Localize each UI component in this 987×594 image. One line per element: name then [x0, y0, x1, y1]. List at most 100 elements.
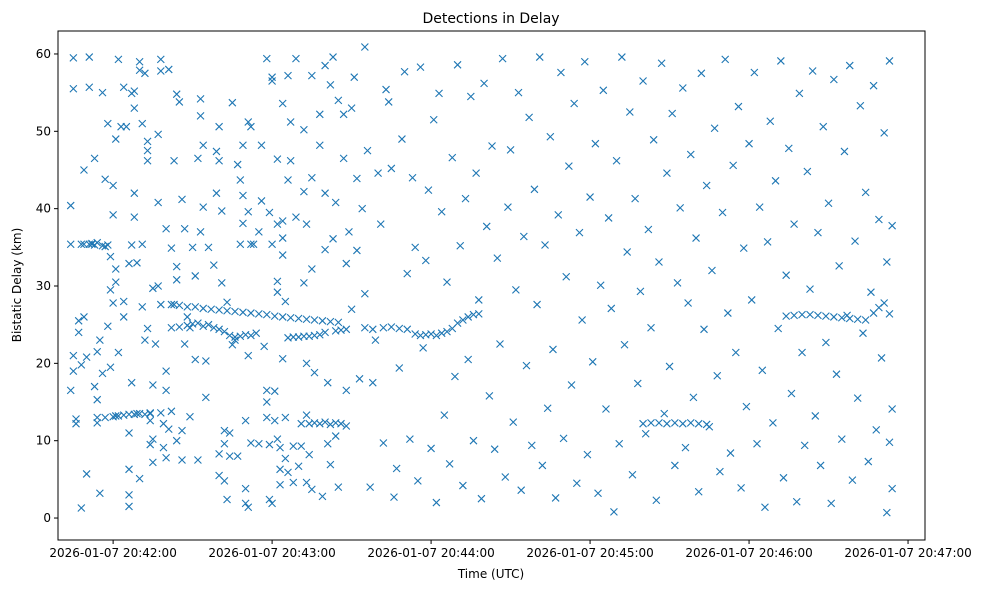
data-point [167, 323, 176, 332]
data-point [761, 503, 769, 512]
data-point [837, 313, 846, 322]
data-point [368, 378, 377, 387]
data-point [453, 319, 462, 328]
data-point [270, 387, 279, 396]
data-point [882, 258, 891, 266]
data-point [392, 464, 401, 473]
data-point [278, 354, 287, 363]
data-point [111, 278, 120, 287]
data-point [845, 314, 854, 323]
data-point [429, 115, 438, 124]
data-point [260, 342, 269, 351]
data-point [443, 278, 451, 287]
data-point [273, 277, 282, 286]
data-point [119, 83, 128, 92]
data-point [848, 476, 857, 485]
data-point [109, 299, 118, 307]
data-point [649, 135, 658, 144]
data-point [133, 409, 141, 418]
data-point [225, 331, 234, 340]
data-point [191, 302, 200, 311]
data-point [273, 155, 282, 164]
data-point [885, 438, 894, 447]
data-point [652, 496, 661, 505]
data-point [464, 355, 473, 364]
data-point [824, 199, 833, 208]
data-point [69, 84, 78, 93]
data-point [358, 204, 367, 213]
data-point [368, 325, 377, 334]
data-point [360, 323, 369, 332]
data-point [686, 150, 695, 159]
data-point [164, 425, 173, 433]
data-point [395, 324, 404, 333]
data-point [575, 228, 584, 237]
data-point [808, 67, 817, 75]
data-point [239, 141, 247, 150]
data-point [300, 125, 308, 134]
data-point [212, 147, 221, 156]
data-point [329, 234, 337, 243]
data-point [670, 419, 679, 427]
data-point [310, 368, 319, 377]
data-point [125, 502, 133, 511]
data-point [321, 328, 329, 337]
data-point [559, 434, 568, 443]
data-point [859, 329, 867, 338]
data-point [360, 289, 369, 298]
data-point [533, 300, 541, 309]
data-point [265, 440, 274, 449]
data-point [776, 57, 785, 65]
data-point [172, 262, 181, 271]
data-point [220, 426, 229, 435]
data-point [156, 300, 165, 309]
data-point [111, 265, 120, 273]
data-point [782, 271, 791, 280]
data-point [421, 256, 430, 265]
data-point [519, 232, 528, 241]
data-point [297, 419, 306, 428]
data-point [289, 478, 298, 487]
data-point [252, 329, 261, 338]
data-point [228, 340, 237, 349]
data-point [432, 498, 441, 507]
data-point [411, 243, 420, 252]
data-point [342, 259, 351, 268]
data-point [284, 176, 292, 184]
data-point [138, 119, 147, 128]
data-point [697, 69, 706, 78]
data-point [215, 306, 223, 314]
data-point [782, 312, 791, 321]
data-point [366, 483, 375, 491]
data-point [135, 474, 144, 483]
data-point [154, 282, 163, 290]
data-point [363, 146, 372, 155]
data-point [644, 225, 653, 234]
data-point [334, 483, 343, 491]
data-point [416, 63, 425, 72]
data-point [814, 228, 822, 237]
data-point [326, 81, 335, 89]
data-point [199, 203, 208, 212]
data-point [602, 405, 610, 413]
data-point [716, 467, 724, 476]
data-point [827, 499, 836, 508]
data-point [798, 310, 806, 319]
data-point [302, 359, 311, 368]
data-point [501, 473, 510, 481]
data-point [787, 389, 796, 398]
data-point [268, 499, 276, 508]
data-point [586, 193, 594, 201]
data-point [583, 450, 592, 459]
data-point [273, 220, 282, 229]
data-point [321, 189, 329, 198]
data-point [143, 137, 152, 146]
data-point [795, 89, 804, 98]
data-point [286, 313, 295, 322]
data-point [278, 251, 287, 259]
data-point [276, 443, 284, 452]
data-point [829, 75, 838, 84]
data-point [790, 311, 798, 320]
data-point [811, 412, 820, 420]
data-point [437, 207, 446, 216]
